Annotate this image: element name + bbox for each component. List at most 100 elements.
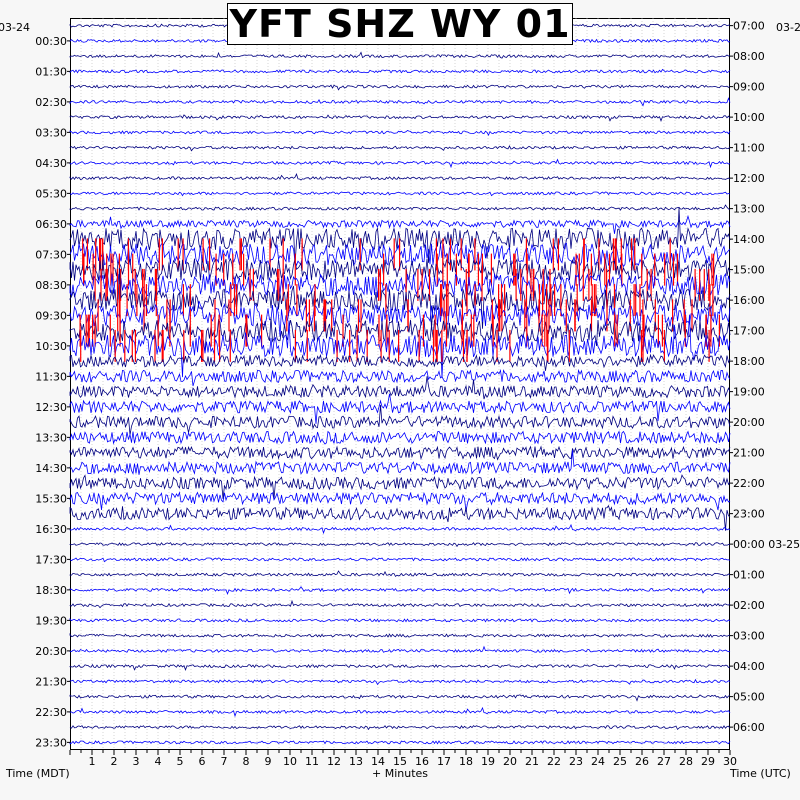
left-tick-label: 04:30 (35, 157, 67, 170)
x-tick-label: 7 (221, 755, 228, 768)
trace-line (69, 542, 731, 548)
left-tick-label: 17:30 (35, 553, 67, 566)
trace-line (69, 267, 731, 330)
x-tick-label: 17 (437, 755, 451, 768)
trace-line (69, 430, 731, 445)
trace-line (69, 618, 731, 623)
x-tick-label: 9 (265, 755, 272, 768)
trace-line (69, 645, 731, 653)
trace-line (69, 523, 731, 535)
x-tick-label: 23 (569, 755, 583, 768)
x-tick-label: 13 (349, 755, 363, 768)
trace-line (69, 376, 731, 400)
trace-line (69, 84, 731, 91)
trace-line (69, 300, 731, 340)
right-tick-label: 00:00 03-25 (733, 538, 800, 551)
right-tick-label: 22:00 (733, 477, 765, 490)
right-tick-label: 12:00 (733, 172, 765, 185)
x-tick-label: 25 (613, 755, 627, 768)
trace-line (69, 694, 731, 702)
left-tick-label: 16:30 (35, 523, 67, 536)
x-tick-label: 29 (701, 755, 715, 768)
trace-line (69, 214, 731, 234)
trace-line (69, 663, 731, 671)
trace-line (69, 272, 731, 298)
x-tick-label: 26 (635, 755, 649, 768)
trace-line (69, 314, 731, 378)
right-tick-label: 14:00 (733, 233, 765, 246)
right-tick-label: 05:00 (733, 691, 765, 704)
right-tick-label: 01:00 (733, 569, 765, 582)
x-tick-label: 4 (155, 755, 162, 768)
trace-line (69, 204, 731, 211)
x-tick-label: 12 (327, 755, 341, 768)
trace-line (69, 557, 731, 563)
trace-line (69, 144, 731, 152)
trace-line (69, 740, 731, 745)
x-tick-label: 24 (591, 755, 605, 768)
right-tick-label: 17:00 (733, 325, 765, 338)
x-ticks: 1 2 3 4 5 6 7 8 9 10 11 12 13 14 15 16 17 18 19 20 21 22 23 24 2… (69, 750, 737, 768)
left-tick-label: 11:30 (35, 370, 67, 383)
right-tick-label: 07:00 (733, 20, 765, 33)
left-tick-label: 13:30 (35, 431, 67, 444)
x-tick-label: 20 (503, 755, 517, 768)
trace-line (69, 393, 731, 424)
grid-lines (80, 18, 720, 750)
x-tick-label: 19 (481, 755, 495, 768)
trace-line (69, 570, 731, 578)
left-tick-label: 14:30 (35, 462, 67, 475)
x-tick-label: 28 (679, 755, 693, 768)
trace-line (69, 130, 731, 137)
right-tick-label: 06:00 (733, 721, 765, 734)
right-tick-label: 21:00 (733, 447, 765, 460)
trace-line (69, 633, 731, 638)
right-tick-label: 19:00 (733, 386, 765, 399)
left-tick-label: 20:30 (35, 645, 67, 658)
left-tick-label: 19:30 (35, 614, 67, 627)
left-tick-label: 23:30 (35, 736, 67, 749)
left-tick-label: 15:30 (35, 492, 67, 505)
x-tick-label: 11 (305, 755, 319, 768)
right-time-ticks: 07:00 08:00 09:00 10:00 11:00 12:00 13:00 14:00… (730, 20, 800, 734)
trace-line (69, 474, 731, 499)
left-tick-label: 12:30 (35, 401, 67, 414)
trace-line (69, 599, 731, 609)
trace-line (69, 114, 731, 122)
trace-line (69, 68, 731, 74)
trace-line (69, 368, 731, 387)
left-tick-label: 01:30 (35, 65, 67, 78)
x-tick-label: 6 (199, 755, 206, 768)
right-date-label: 03-24 (776, 21, 800, 34)
x-tick-label: 14 (371, 755, 385, 768)
right-tick-label: 23:00 (733, 508, 765, 521)
trace-line (69, 158, 731, 169)
x-tick-label: 15 (393, 755, 407, 768)
trace-line (69, 317, 731, 353)
trace-line (69, 404, 731, 436)
right-tick-label: 18:00 (733, 355, 765, 368)
left-tick-label: 21:30 (35, 675, 67, 688)
trace-line (69, 491, 731, 512)
trace-line (69, 678, 731, 686)
x-tick-label: 18 (459, 755, 473, 768)
trace-line (69, 706, 731, 718)
trace-line (69, 97, 731, 107)
left-tick-label: 00:30 (35, 35, 67, 48)
x-tick-label: 21 (525, 755, 539, 768)
left-date-label: 03-24 (0, 21, 30, 34)
trace-line (69, 586, 730, 595)
right-tick-label: 10:00 (733, 111, 765, 124)
trace-line (69, 191, 731, 197)
x-tick-label: 3 (133, 755, 140, 768)
right-tick-label: 15:00 (733, 264, 765, 277)
trace-line (69, 353, 731, 371)
left-tick-label: 06:30 (35, 218, 67, 231)
chart-title-box: YFT SHZ WY 01 (227, 3, 573, 45)
right-tick-label: 16:00 (733, 294, 765, 307)
left-tick-label: 10:30 (35, 340, 67, 353)
trace-line (69, 445, 731, 461)
left-tick-label: 07:30 (35, 248, 67, 261)
right-tick-label: 03:00 (733, 630, 765, 643)
